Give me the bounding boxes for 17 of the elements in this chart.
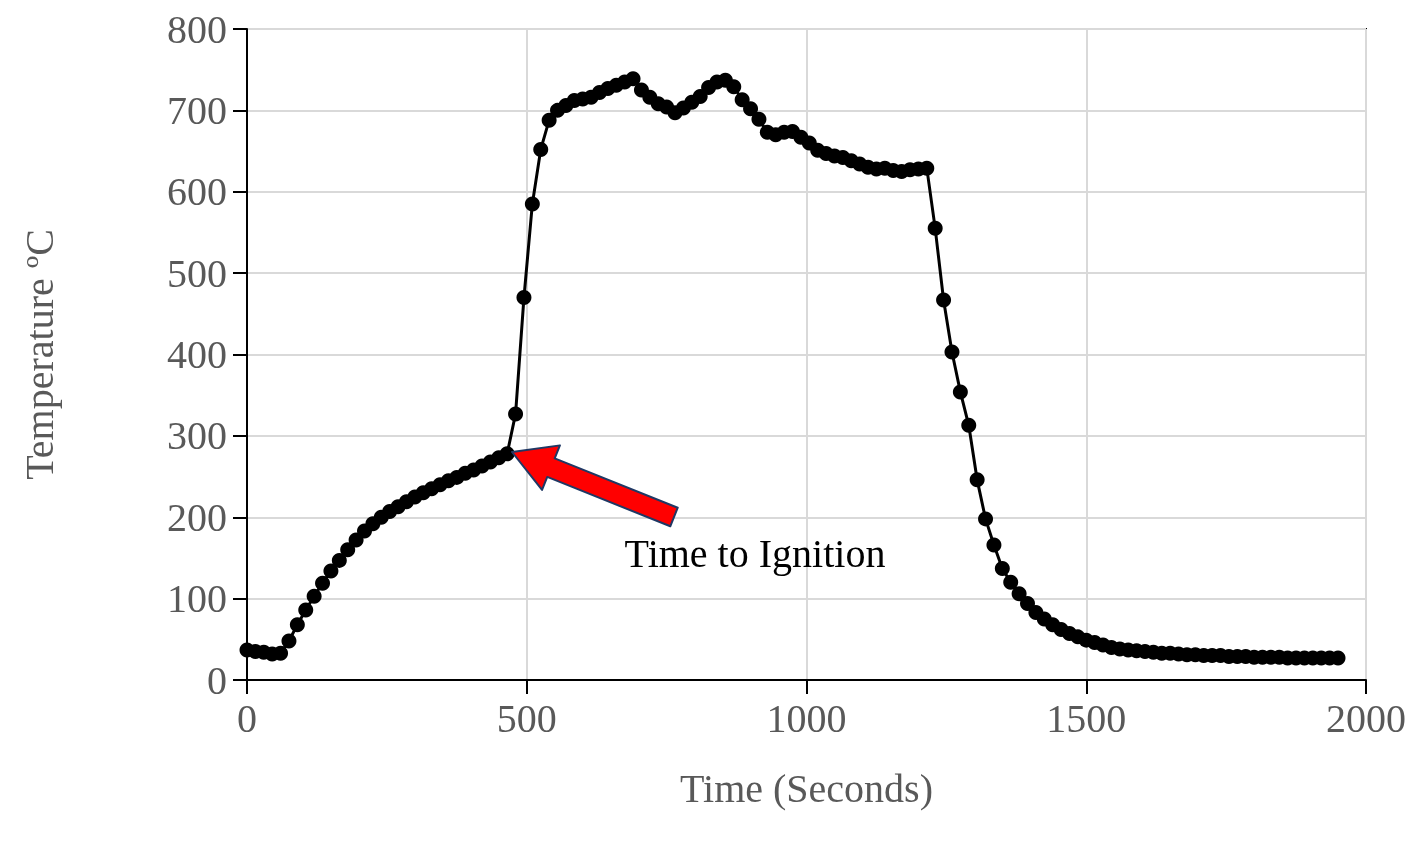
y-tick-label: 0	[207, 657, 227, 703]
x-tick-label: 2000	[1326, 695, 1406, 741]
y-tick-label: 300	[167, 413, 227, 459]
annotation: Time to Ignition	[624, 529, 886, 577]
y-tick-label: 400	[167, 332, 227, 377]
y-tick-label: 500	[167, 250, 227, 296]
y-tick-label: 200	[167, 494, 227, 540]
y-tick-label: 700	[167, 87, 227, 133]
x-tick-label: 0	[237, 695, 257, 741]
x-axis-title: Time (Seconds)	[680, 765, 933, 811]
y-axis-title: Temperature ºC	[16, 229, 62, 480]
x-tick-label: 500	[496, 695, 557, 741]
y-tick-label: 800	[167, 6, 227, 52]
x-tick-label: 1500	[1046, 695, 1127, 741]
y-tick-label: 600	[167, 169, 227, 215]
x-tick-label: 1000	[766, 695, 847, 741]
y-tick-label: 100	[167, 576, 227, 622]
